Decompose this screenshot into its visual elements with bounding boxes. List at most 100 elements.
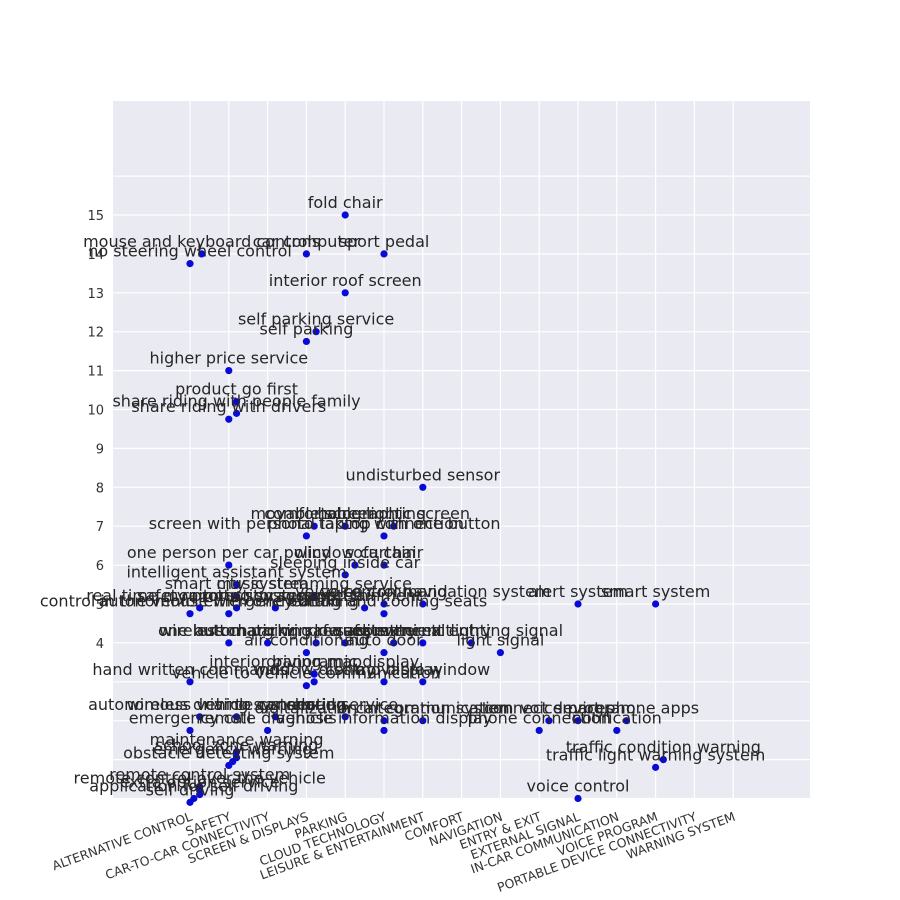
point-label: self parking: [259, 319, 353, 338]
point-label: obstacle detecting system: [123, 743, 334, 762]
y-tick-label: 5: [96, 598, 104, 613]
point-label: sport pedal: [339, 232, 430, 251]
point-label: emergency call: [129, 708, 252, 727]
data-point: [271, 713, 279, 721]
data-point: [659, 756, 667, 764]
point-label: hand written commands: [92, 660, 287, 679]
data-point: [574, 717, 582, 725]
y-tick-label: 11: [87, 365, 104, 380]
data-point: [310, 592, 318, 600]
data-point: [186, 610, 194, 618]
point-label: share riding with people family: [112, 391, 360, 410]
point-label: photo taking with one button: [267, 514, 500, 533]
point-label: holographic screen: [317, 504, 470, 523]
data-point: [351, 561, 359, 569]
data-point: [225, 367, 233, 375]
data-point: [652, 600, 660, 608]
y-tick-label: 14: [87, 248, 104, 263]
point-label: notification: [572, 708, 662, 727]
data-point: [232, 592, 241, 600]
data-point: [186, 726, 194, 735]
point-label: window display: [253, 660, 376, 679]
point-label: driving map: [266, 652, 362, 671]
data-point: [196, 791, 204, 799]
data-point: [380, 678, 388, 686]
data-point: [390, 639, 398, 647]
grid: [113, 101, 810, 800]
data-point: [310, 670, 318, 678]
data-point: [419, 639, 427, 647]
point-label: movable screen: [250, 504, 377, 523]
point-label: alert system: [528, 582, 628, 601]
point-label: vehicle to vehicle communication: [172, 664, 441, 683]
data-point: [264, 639, 272, 647]
data-point: [196, 604, 204, 612]
data-point: [380, 649, 388, 657]
data-point: [310, 678, 318, 686]
data-point: [467, 639, 475, 647]
point-label: convenient entry: [355, 621, 491, 640]
point-label: smart system: [601, 582, 711, 601]
data-point: [196, 713, 204, 721]
data-point: [302, 532, 310, 540]
y-tick-label: 12: [87, 326, 104, 341]
y-axis-ticks: 4 5 6 7 8 9 10 11 12 13 14 15: [87, 209, 104, 652]
point-label: voice control: [527, 777, 630, 796]
data-point: [264, 726, 272, 735]
data-point: [232, 398, 241, 406]
point-label: emergency warning: [153, 740, 312, 759]
point-label: control display: [325, 660, 442, 679]
point-label: connect devices: [484, 699, 614, 718]
data-point: [545, 717, 553, 725]
point-label: remote control over the vehicle: [74, 769, 326, 788]
point-label: smart city system: [165, 574, 309, 593]
point-label: smart phone apps: [554, 699, 699, 718]
point-label: remote diagnosis: [198, 708, 336, 727]
point-label: safe entry exit: [336, 621, 452, 640]
point-label: no steering wheel control: [88, 242, 292, 261]
point-label: extra option service: [120, 773, 280, 792]
point-label: cloud service: [292, 695, 398, 714]
point-label: sleeping inside car: [270, 553, 421, 572]
point-label: comfortable lighting: [264, 504, 426, 523]
point-label: self driving: [146, 780, 235, 799]
point-label: traffic condition warning: [566, 738, 761, 757]
point-label: window curtain: [294, 543, 416, 562]
point-label: voice program: [520, 699, 636, 718]
point-label: higher price service: [149, 349, 308, 368]
data-point: [225, 639, 233, 647]
data-point: [302, 250, 310, 258]
point-label: traffic light warning system: [546, 745, 766, 764]
point-label: wireless charging: [159, 621, 299, 640]
point-label: undisturbed sensor: [346, 465, 501, 484]
point-label: self parking service: [238, 310, 394, 329]
point-label: heating and cooling seats: [281, 592, 487, 611]
data-point: [225, 561, 233, 569]
data-point: [312, 639, 320, 647]
point-label: screen with personal laptop connection: [149, 514, 464, 533]
data-point: [225, 415, 233, 423]
point-label: autonomous driving system: [88, 695, 311, 714]
point-label: car to car sharing: [205, 695, 346, 714]
data-point: [341, 522, 349, 530]
point-label: control in the vehicle with one button: [40, 592, 340, 611]
point-label: one person per car policy: [127, 543, 331, 562]
point-label: phone connection: [468, 708, 611, 727]
point-label: real time monitoring system: [86, 586, 313, 605]
data-point: [496, 649, 504, 657]
point-label: vehicle information display: [276, 708, 492, 727]
point-label: car computer: [253, 232, 361, 251]
data-point: [198, 250, 206, 258]
point-label: mouse and keyboard controls: [83, 232, 320, 251]
point-label: digitalization integration system: [255, 699, 514, 718]
data-point: [341, 211, 349, 219]
point-label: intelligent assistant system: [126, 563, 346, 582]
data-point: [186, 798, 194, 806]
point-label: remote storage system: [182, 586, 368, 605]
data-point: [574, 794, 582, 803]
data-point: [419, 717, 427, 725]
data-point: [232, 580, 241, 589]
point-label: auto door: [345, 631, 423, 650]
